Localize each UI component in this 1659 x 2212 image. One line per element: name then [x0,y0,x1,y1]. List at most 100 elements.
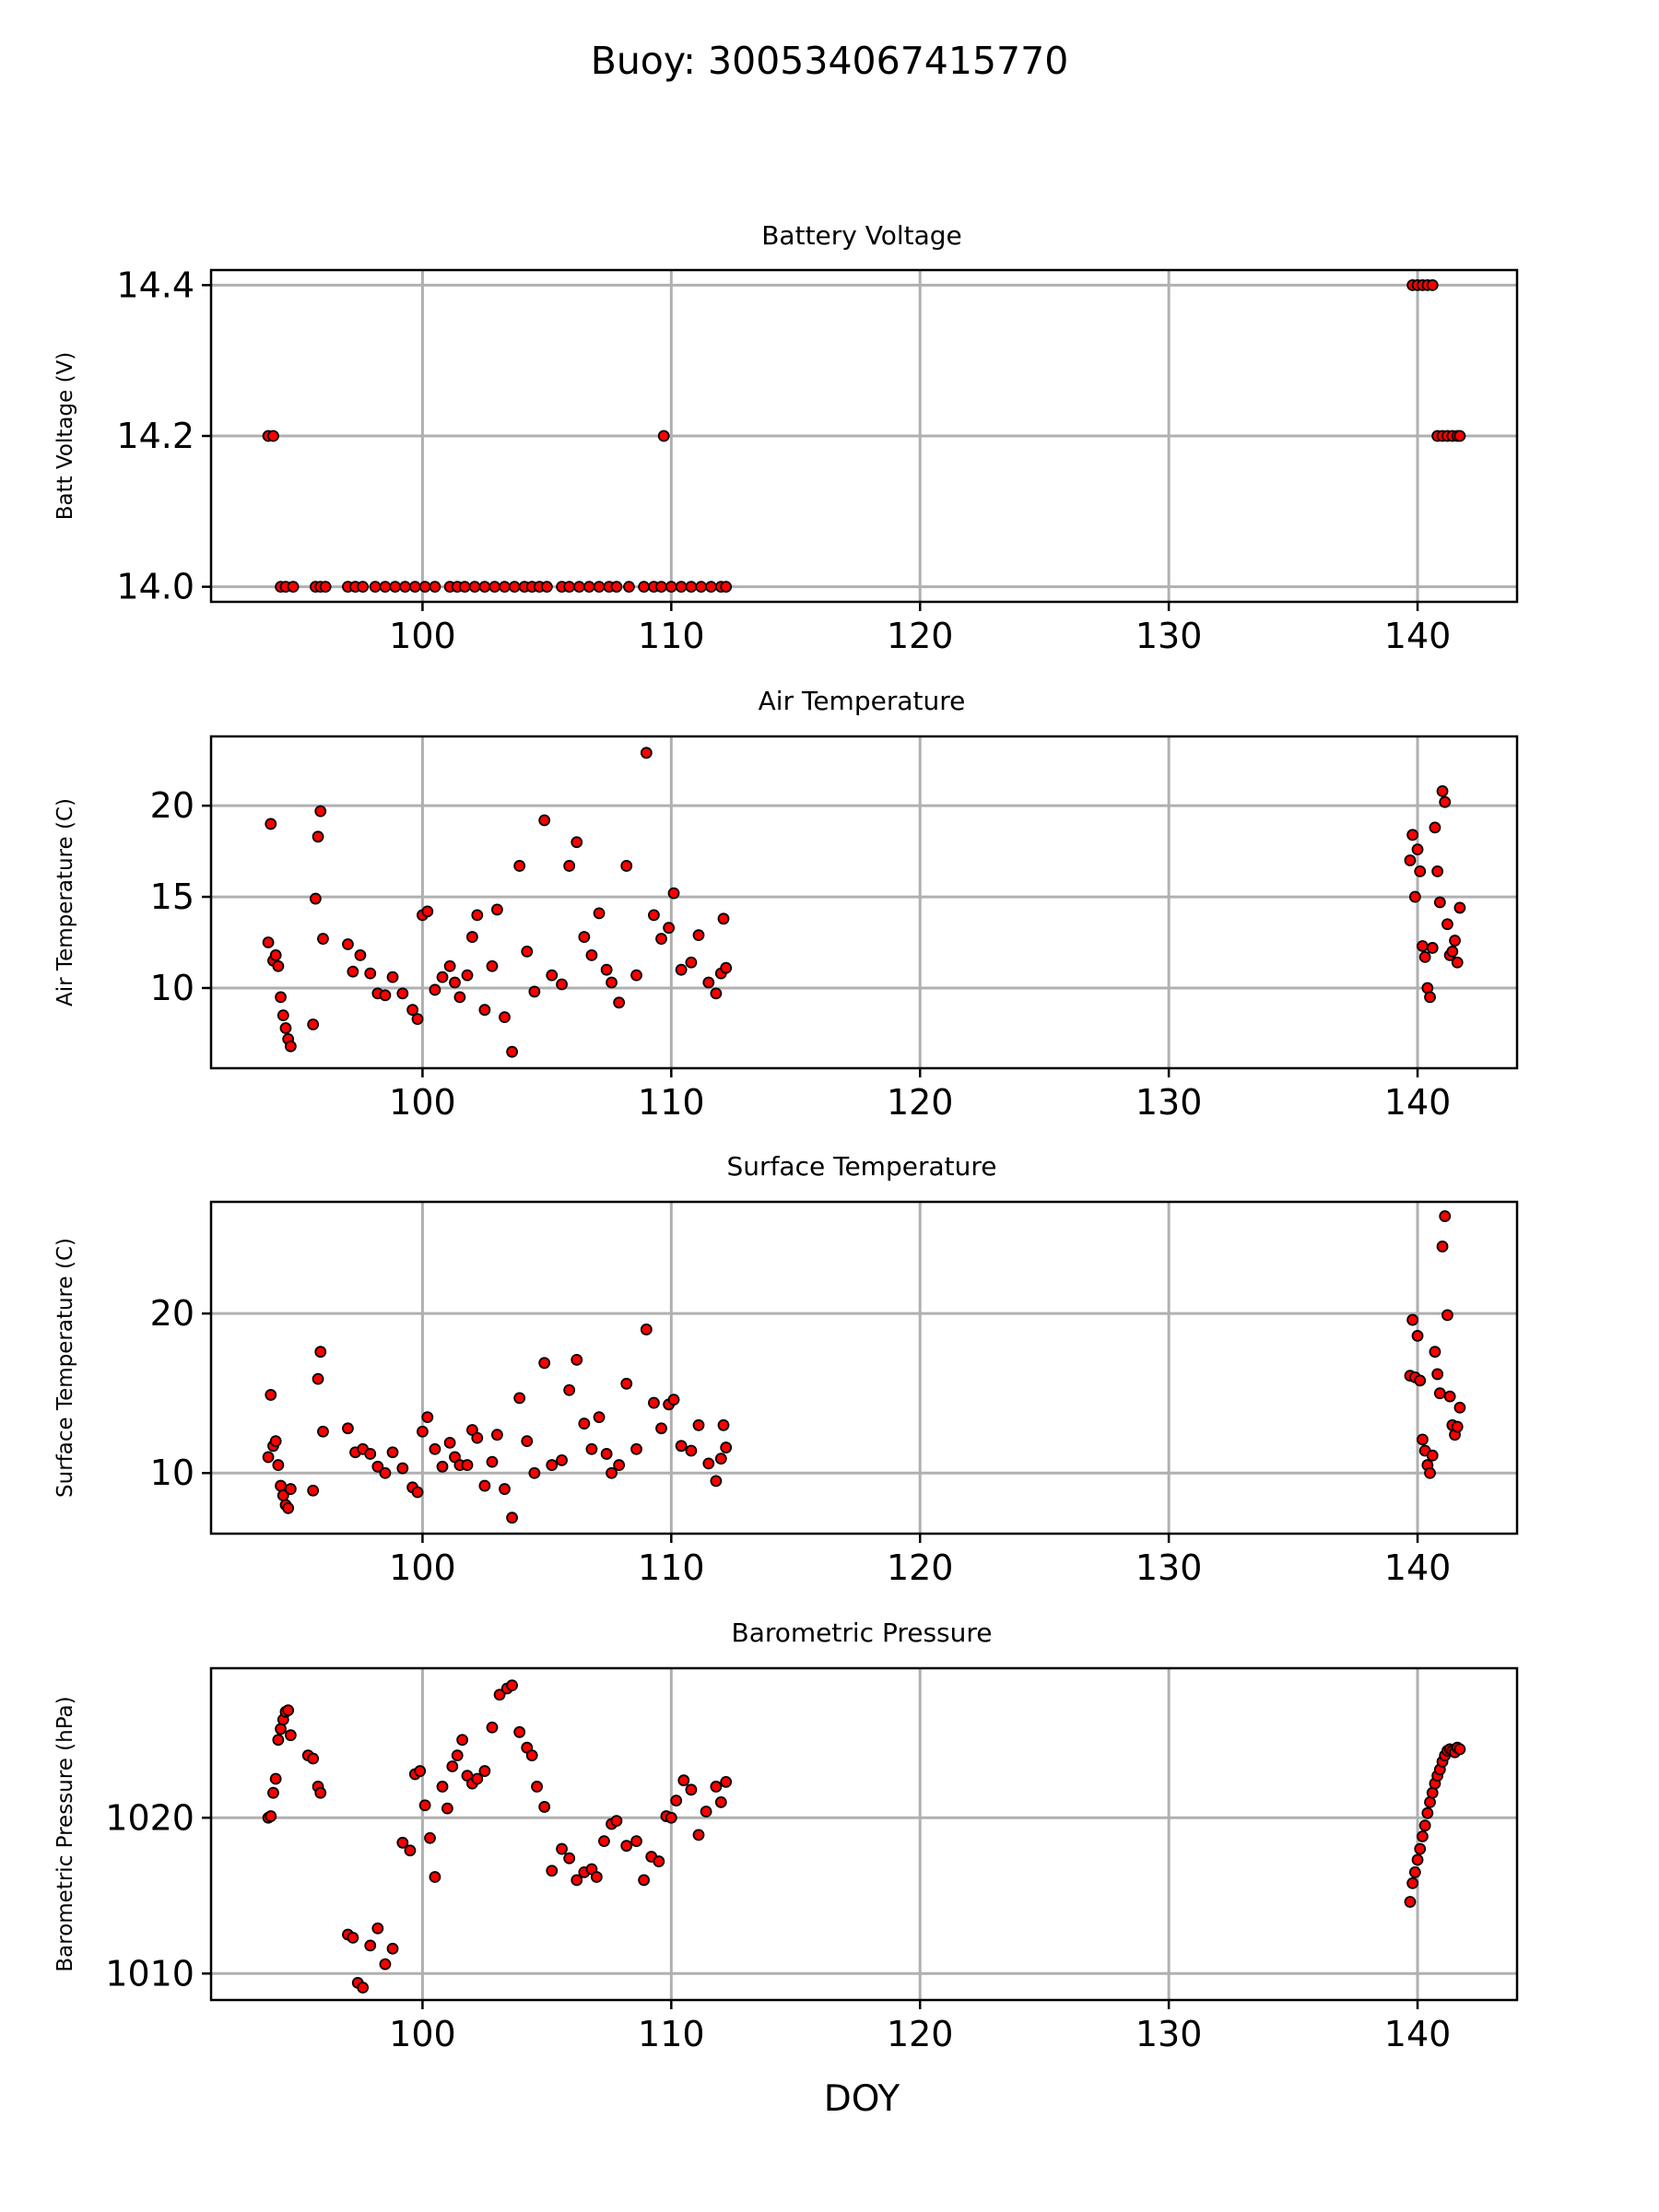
data-point [287,581,300,594]
data-point [563,860,576,872]
data-point [1441,918,1453,931]
data-point [446,1760,459,1772]
data-point [556,1453,568,1466]
data-point [1414,865,1427,877]
data-point [396,1462,409,1475]
data-point [640,747,653,759]
data-point [685,1444,698,1457]
x-tick-label: 140 [1384,1082,1452,1123]
x-tick-label: 120 [887,616,954,656]
data-point [389,581,402,594]
data-point [364,1939,377,1952]
data-point [620,1377,633,1390]
data-point [590,1871,603,1883]
data-point [695,581,708,594]
axes-frame [209,1200,1519,1535]
data-point [1404,854,1417,866]
x-tick-label: 110 [638,1082,705,1123]
data-point [556,1842,568,1855]
data-point [705,581,717,594]
data-point [585,948,598,961]
data-point [528,1466,541,1479]
data-point [720,1441,733,1453]
data-point [700,1806,712,1818]
data-point [369,581,382,594]
y-axis-label: Surface Temperature (C) [53,1238,77,1498]
y-tick-label: 10 [150,1453,194,1493]
data-point [307,1484,320,1497]
data-point [1453,1401,1466,1414]
x-tick-label: 100 [389,1082,456,1123]
data-point [717,1418,730,1431]
data-point [386,1446,399,1459]
data-point [265,818,277,830]
data-point [317,1425,329,1438]
data-point [312,1372,324,1385]
data-point [513,1725,526,1738]
data-point [1417,1433,1429,1446]
data-point [429,1871,441,1883]
data-point [670,1794,683,1807]
data-point [317,933,329,945]
data-point [312,830,324,843]
data-point [521,1435,534,1448]
data-point [710,987,723,1000]
data-point [513,1392,526,1405]
data-point [573,581,585,594]
data-point [269,1435,282,1448]
data-point [453,991,466,1004]
data-point [620,860,633,872]
data-point [436,1460,449,1473]
data-point [1453,429,1466,442]
data-point [648,909,660,922]
data-point [585,1442,598,1455]
data-point [436,1781,449,1793]
data-point [521,946,534,958]
data-point [421,1411,434,1424]
data-point [272,1459,285,1471]
data-point [675,1440,688,1453]
air-temperature-panel: Air Temperature 100 110 120 130 140 10 15 20 Air… [53,686,1519,1123]
data-point [471,1772,484,1785]
data-point [471,909,484,922]
data-point [556,978,568,991]
data-point [1426,1449,1439,1462]
panel-title: Air Temperature [759,686,966,716]
data-point [714,1453,727,1465]
data-point [546,969,559,982]
data-point [667,887,680,900]
battery-voltage-panel: Battery Voltage 100 110 120 130 140 14.0 14.2 1… [53,220,1519,656]
x-tick-label: 120 [887,2014,954,2054]
data-point [667,1394,680,1406]
data-point [499,1483,511,1495]
data-point [1411,843,1424,856]
data-point [468,581,481,594]
y-tick-label: 14.0 [116,567,194,607]
x-tick-label: 130 [1135,1547,1203,1588]
data-point [571,836,583,849]
data-point [265,1389,277,1401]
data-point [418,1799,431,1812]
data-point [490,903,503,916]
data-point [488,581,501,594]
data-point [364,1448,377,1460]
data-point [354,948,367,961]
data-point [546,1865,559,1877]
data-point [486,1721,499,1734]
x-tick-label: 140 [1384,2014,1452,2054]
data-point [1418,950,1431,963]
data-point [675,581,688,594]
data-point [466,931,478,943]
data-point [284,1483,297,1495]
data-point [720,581,733,594]
data-point [508,581,521,594]
data-point [538,1801,551,1813]
data-point [1453,901,1466,914]
data-point [1429,1346,1441,1359]
data-point [357,1982,370,1994]
data-point [600,1448,613,1460]
y-tick-label: 14.4 [116,265,194,305]
data-point [279,1022,292,1034]
data-point [538,814,551,827]
data-point [458,581,471,594]
